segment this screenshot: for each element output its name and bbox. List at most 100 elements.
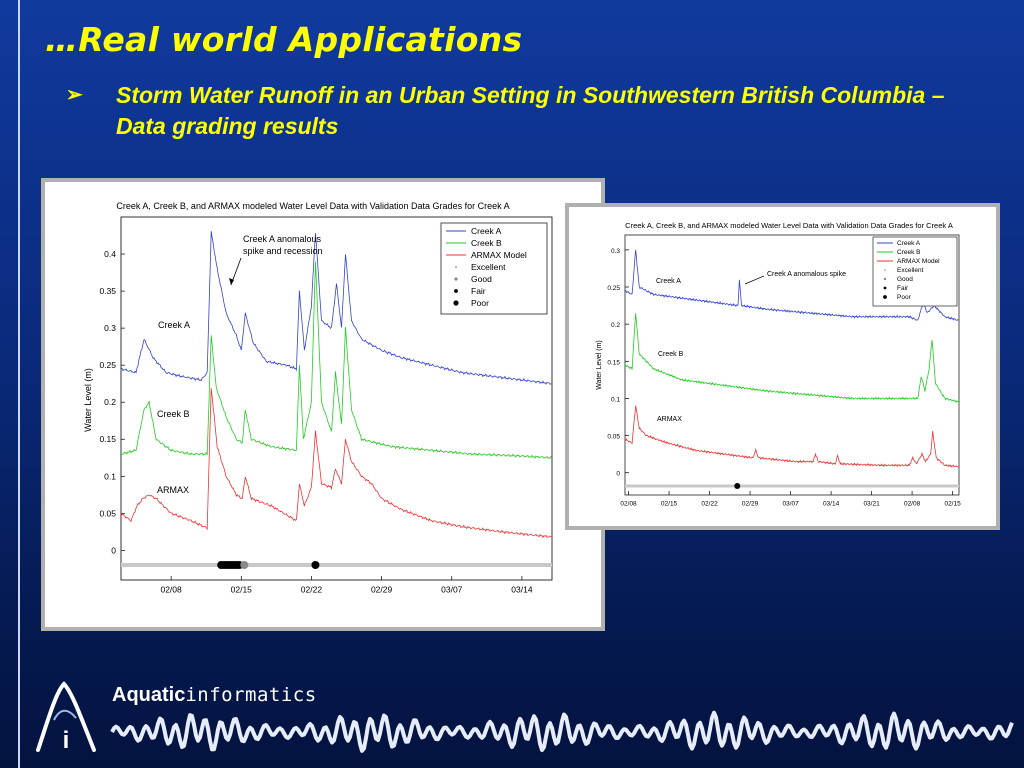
chart-main-annotation-arrowhead (229, 278, 234, 285)
legend2-poor: Poor (897, 294, 912, 301)
chart-secondary-grades (734, 483, 741, 489)
x-tick-label: 02/22 (301, 585, 323, 595)
chart-main-label-creek-a: Creek A (158, 320, 190, 330)
series-line-creek-b (624, 313, 960, 403)
y-tick-label: 0.2 (611, 322, 620, 329)
aquatic-informatics-logo: i (36, 681, 96, 754)
chart-main-xticks: 02/08 02/15 02/22 02/29 03/07 03/14 (160, 576, 533, 595)
y-tick-label: 0.25 (607, 285, 620, 292)
brand-name: Aquaticinformatics (112, 684, 317, 707)
legend2-fair: Fair (897, 285, 909, 292)
brand-word-informatics: informatics (185, 684, 317, 706)
series-line-armax-model (624, 405, 960, 468)
legend2-creek-b: Creek B (897, 249, 920, 256)
y-tick-label: 0 (111, 545, 116, 555)
legend2-good: Good (897, 276, 913, 283)
y-tick-label: 0.05 (607, 434, 620, 441)
grade-point-poor (311, 561, 320, 569)
x-tick-label: 03/07 (782, 501, 799, 508)
chart-main-legend: Creek A Creek B ARMAX Model Excellent Go… (440, 222, 548, 315)
chart-secondary-plot-area (624, 234, 960, 496)
legend2-armax: ARMAX Model (897, 258, 940, 265)
series-line-creek-b (120, 261, 553, 460)
y-tick-label: 0.25 (99, 360, 116, 370)
chart-frame-secondary: Creek A, Creek B, and ARMAX modeled Wate… (565, 203, 1000, 530)
x-tick-label: 03/07 (441, 585, 463, 595)
y-tick-label: 0.15 (607, 359, 620, 366)
logo-letter: i (63, 727, 70, 754)
y-tick-label: 0.1 (611, 396, 620, 403)
y-tick-label: 0.15 (99, 434, 116, 444)
x-tick-label: 03/14 (823, 501, 840, 508)
chart-secondary-xticks: 02/08 02/15 02/22 02/29 03/07 03/14 03/21 02/08… (620, 491, 961, 508)
x-tick-label: 02/15 (231, 585, 253, 595)
legend-armax: ARMAX Model (471, 250, 527, 260)
legend-marker-fair (454, 289, 458, 293)
chart-secondary-title: Creek A, Creek B, and ARMAX modeled Wate… (625, 221, 953, 230)
chart-main-grades (217, 561, 320, 569)
waveform-decoration (110, 710, 1014, 753)
chart-main-annotation-spike-1: Creek A anomalous (243, 234, 322, 244)
chart-main-series (120, 231, 553, 539)
chart-main: Creek A, Creek B, and ARMAX modeled Wate… (45, 182, 601, 627)
x-tick-label: 02/15 (661, 501, 678, 508)
legend2-creek-a: Creek A (897, 240, 921, 247)
x-tick-label: 02/08 (620, 501, 637, 508)
legend-marker-good (454, 277, 458, 281)
chart-main-title: Creek A, Creek B, and ARMAX modeled Wate… (116, 201, 509, 211)
chart-main-yticks: 0 0.05 0.1 0.15 0.2 0.25 0.3 0.35 0.4 (99, 249, 125, 555)
y-tick-label: 0.4 (104, 249, 116, 259)
legend-excellent: Excellent (471, 262, 506, 272)
chart-main-label-creek-b: Creek B (157, 409, 190, 419)
y-tick-label: 0.1 (104, 471, 116, 481)
chart-secondary-annotation-spike: Creek A anomalous spike (767, 271, 846, 278)
y-tick-label: 0.3 (611, 248, 620, 255)
chart-frame-main: Creek A, Creek B, and ARMAX modeled Wate… (41, 178, 605, 631)
slide-vertical-rule (18, 0, 20, 768)
x-tick-label: 02/15 (944, 501, 961, 508)
legend-creek-b: Creek B (471, 238, 502, 248)
chart-main-ylabel: Water Level (m) (83, 368, 93, 432)
series-line-armax-model (120, 388, 553, 539)
x-tick-label: 02/22 (701, 501, 718, 508)
series-line-creek-a (120, 231, 553, 385)
x-tick-label: 02/29 (742, 501, 759, 508)
bullet-text: Storm Water Runoff in an Urban Setting i… (116, 82, 945, 139)
bullet-arrow-icon: ➢ (66, 84, 83, 106)
y-tick-label: 0.35 (99, 286, 116, 296)
legend2-marker-poor (883, 295, 887, 299)
legend2-marker-excellent (884, 269, 886, 271)
grade-point-poor (734, 483, 741, 489)
legend2-marker-good (883, 277, 887, 281)
legend-poor: Poor (471, 298, 489, 308)
grade-point-good (240, 561, 249, 569)
brand-word-aquatic: Aquatic (112, 684, 186, 706)
chart-main-annotation-spike-2: spike and recession (243, 246, 323, 256)
chart-secondary-annotation-arrow (744, 275, 765, 285)
y-tick-label: 0.05 (99, 508, 116, 518)
chart-secondary-label-armax: ARMAX (657, 416, 682, 423)
chart-secondary-yticks: 0 0.05 0.1 0.15 0.2 0.25 0.3 (607, 248, 629, 478)
chart-secondary-legend: Creek A Creek B ARMAX Model Excellent Go… (872, 236, 958, 307)
chart-main-label-armax: ARMAX (157, 485, 189, 495)
legend-marker-excellent (454, 265, 458, 269)
chart-secondary-ylabel: Water Level (m) (596, 340, 603, 390)
y-tick-label: 0.3 (104, 323, 116, 333)
chart-main-plot-area (120, 216, 553, 581)
legend2-marker-fair (883, 286, 887, 290)
slide-title: …Real world Applications (45, 20, 523, 59)
y-tick-label: 0.2 (104, 397, 116, 407)
legend-fair: Fair (471, 286, 486, 296)
chart-secondary-series (624, 249, 960, 468)
legend-marker-poor (453, 300, 459, 306)
y-tick-label: 0 (616, 471, 620, 478)
chart-secondary-label-creek-a: Creek A (656, 278, 681, 285)
legend-creek-a: Creek A (471, 226, 502, 236)
legend-good: Good (471, 274, 492, 284)
x-tick-label: 02/29 (371, 585, 393, 595)
chart-secondary: Creek A, Creek B, and ARMAX modeled Wate… (569, 207, 996, 526)
series-line-creek-a (624, 249, 960, 321)
x-tick-label: 03/21 (863, 501, 880, 508)
legend2-excellent: Excellent (897, 267, 924, 274)
x-tick-label: 02/08 (904, 501, 921, 508)
